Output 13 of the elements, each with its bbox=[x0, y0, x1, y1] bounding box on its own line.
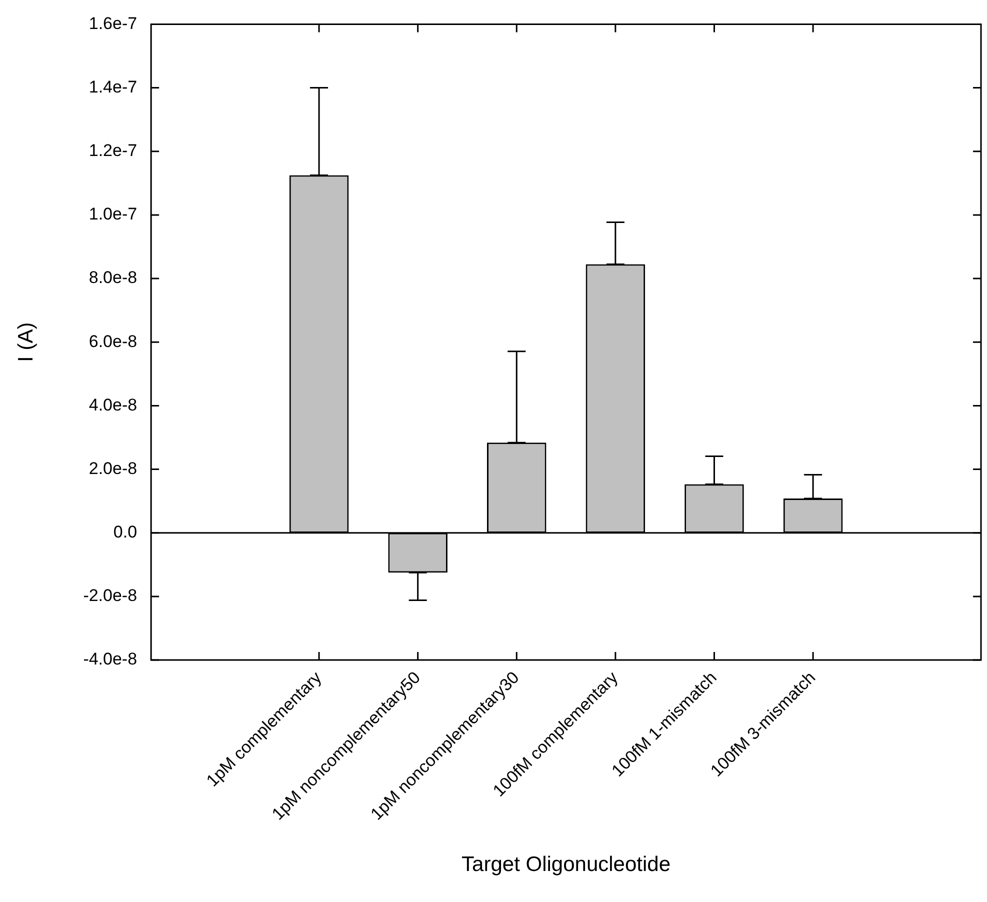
y-tick-label: -2.0e-8 bbox=[83, 586, 138, 606]
y-tick-label: 1.2e-7 bbox=[88, 141, 138, 160]
y-tick-label: 2.0e-8 bbox=[88, 458, 138, 478]
y-tick-label: 4.0e-8 bbox=[88, 395, 138, 414]
y-axis-title: I (A) bbox=[14, 322, 38, 362]
y-tick-label: 1.4e-7 bbox=[88, 77, 138, 96]
y-tick-label: -4.0e-8 bbox=[83, 650, 138, 669]
y-tick-label: 6.0e-8 bbox=[88, 332, 138, 351]
y-tick-label: 0.0 bbox=[113, 522, 138, 542]
y-tick-label: 1.0e-7 bbox=[88, 204, 138, 224]
y-tick-label: 1.6e-7 bbox=[88, 14, 138, 33]
x-axis-title: Target Oligonucleotide bbox=[462, 853, 671, 876]
y-tick-label: 8.0e-8 bbox=[88, 268, 138, 288]
